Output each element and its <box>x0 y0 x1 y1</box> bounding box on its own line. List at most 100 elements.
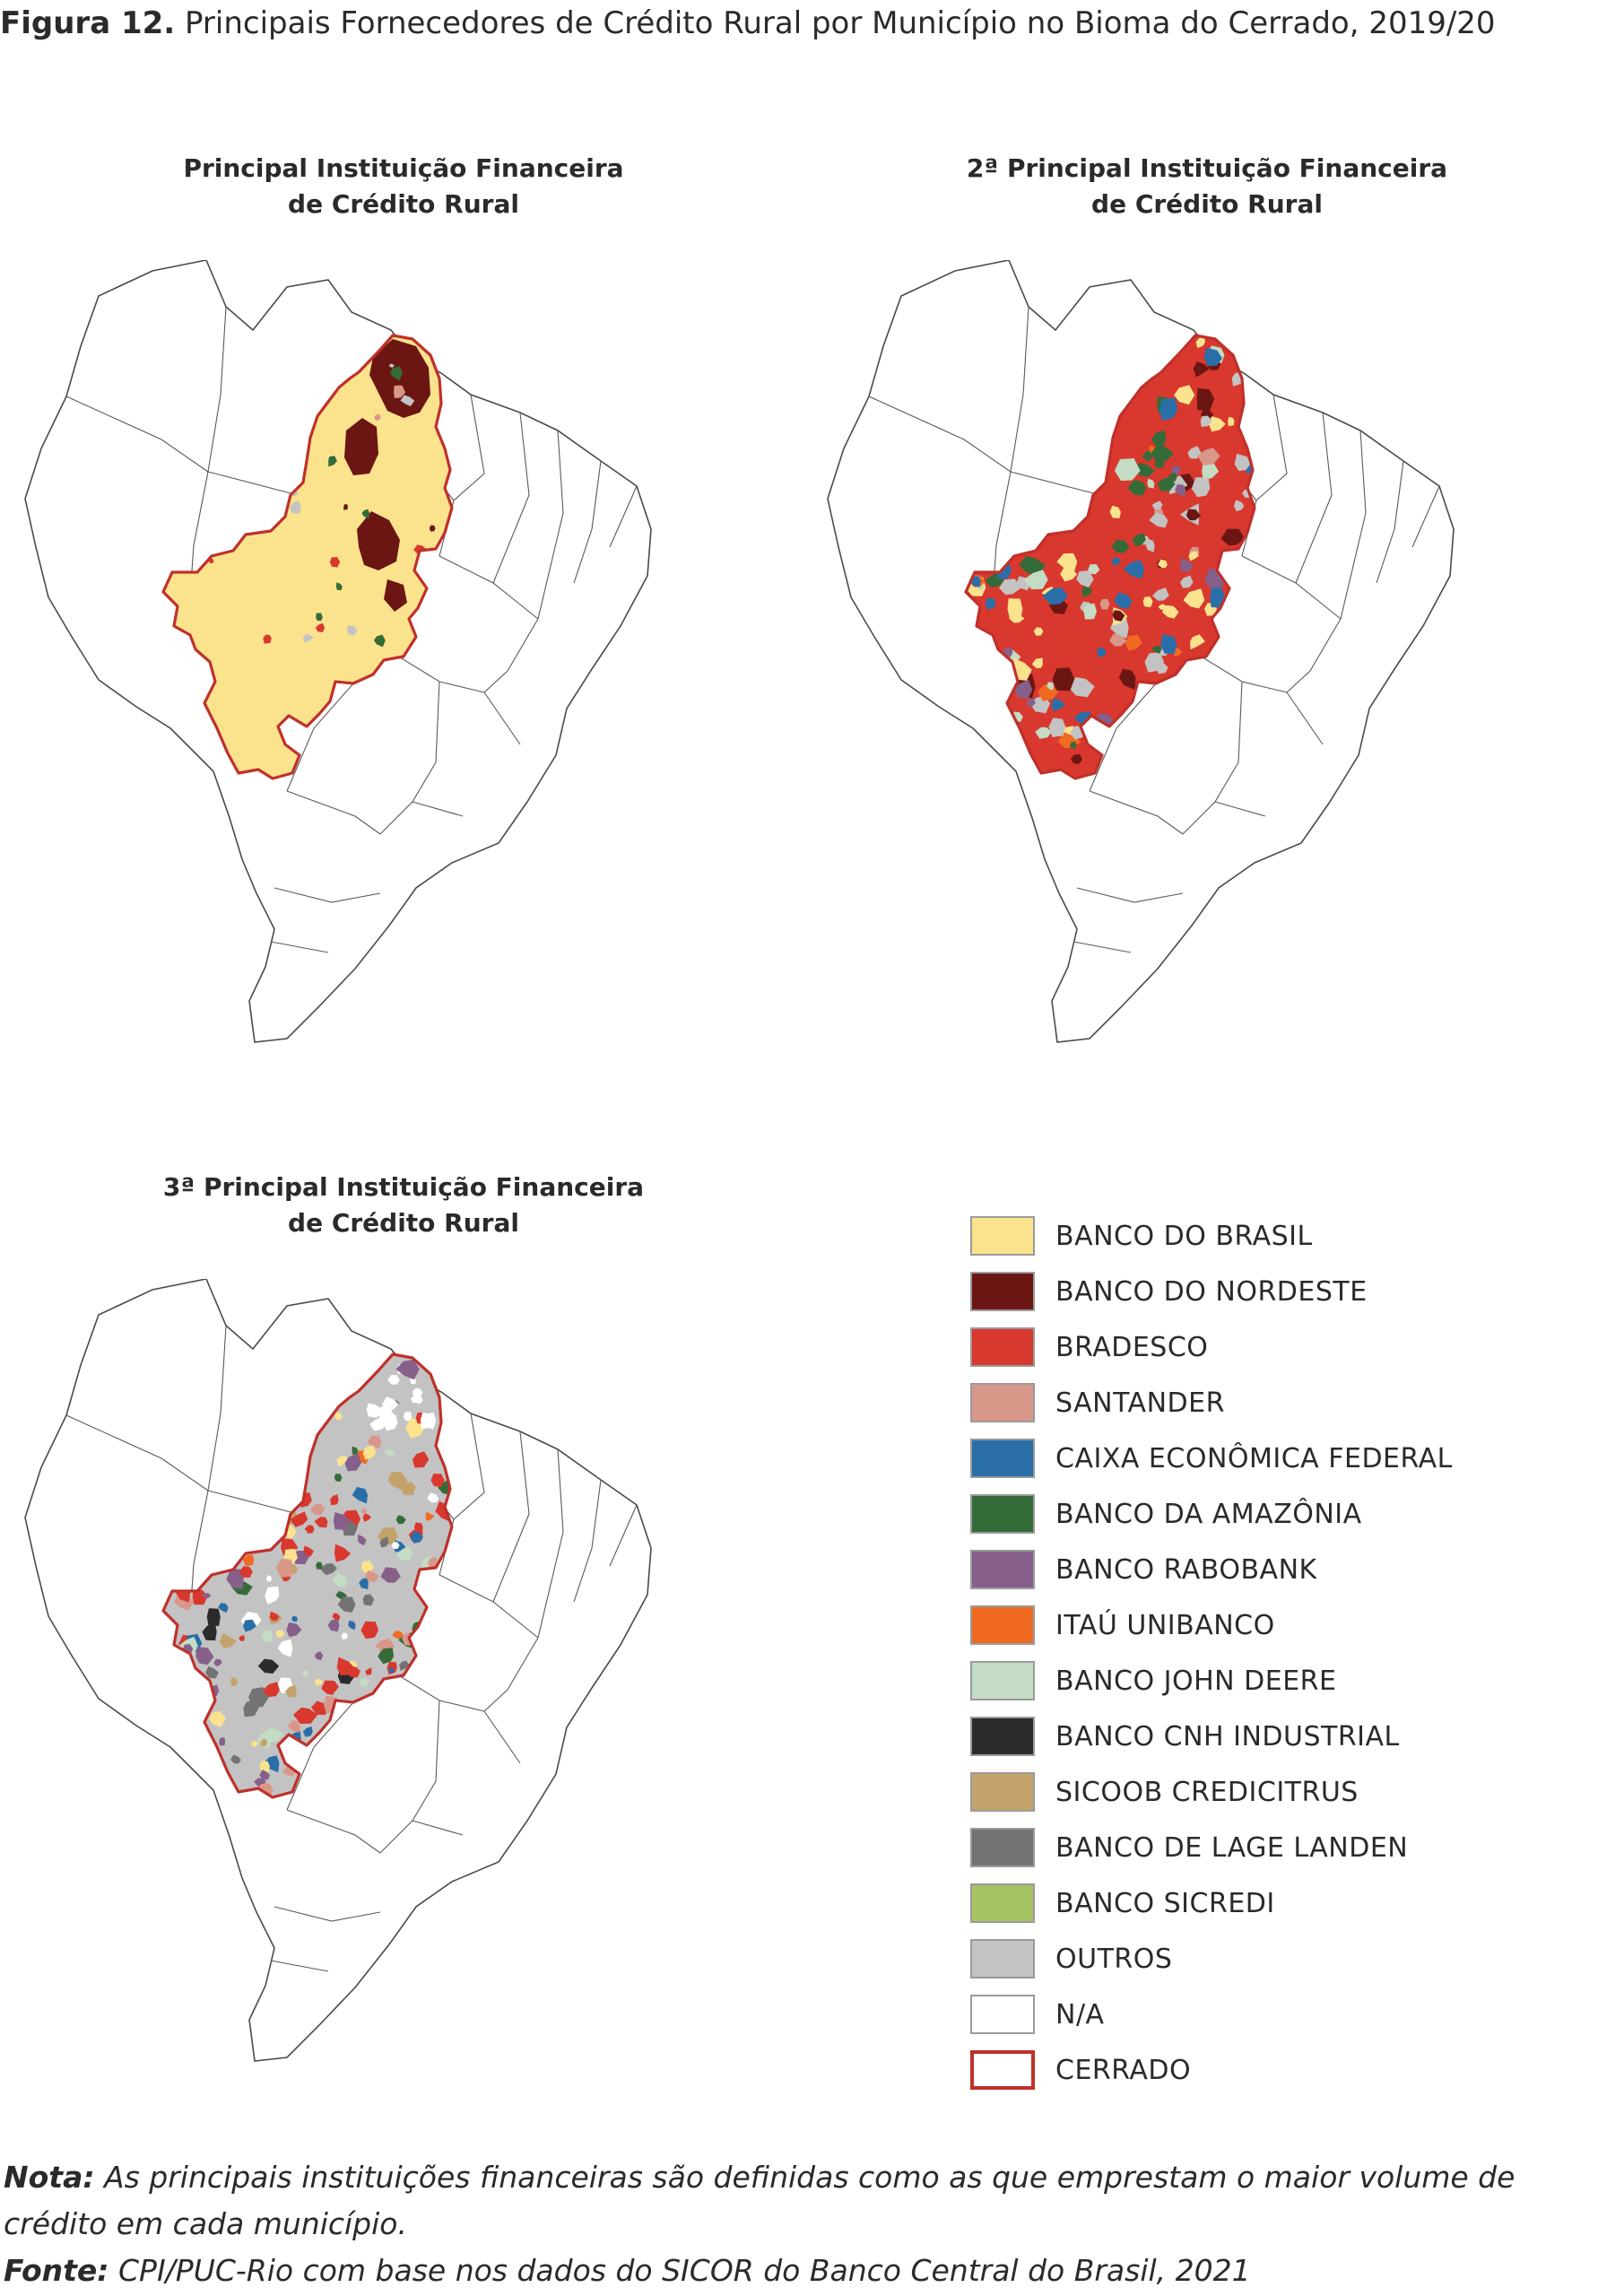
municipality-patch <box>362 1513 371 1522</box>
municipality-patch <box>230 1676 239 1687</box>
municipality-patch <box>400 395 415 406</box>
state-border-16 <box>286 681 356 792</box>
legend-label: BANCO DA AMAZÔNIA <box>1055 1499 1362 1530</box>
legend-item-banco-do-brasil: BANCO DO BRASIL <box>970 1214 1562 1259</box>
legend-label: BANCO DO BRASIL <box>1055 1221 1313 1252</box>
municipality-patch <box>242 1554 255 1566</box>
panel-2-title: 2ª Principal Instituição Financeira de C… <box>938 151 1476 222</box>
municipality-patch <box>359 1578 369 1590</box>
figure-label: Figura 12. <box>0 5 176 41</box>
municipality-patch <box>395 1546 413 1561</box>
municipality-patch <box>334 1411 343 1420</box>
legend-item-outros: OUTROS <box>970 1937 1562 1982</box>
municipality-patch <box>1088 564 1100 575</box>
municipality-patch <box>1023 570 1048 590</box>
municipality-patch <box>1151 645 1162 654</box>
municipality-patch <box>380 1567 401 1583</box>
panel-1-title: Principal Instituição Financeira de Créd… <box>135 151 673 222</box>
municipality-patch <box>274 1630 285 1638</box>
legend-label: BANCO CNH INDUSTRIAL <box>1055 1721 1400 1752</box>
state-border-21 <box>274 887 381 903</box>
panel-2-title-line2: de Crédito Rural <box>1091 189 1323 219</box>
municipality-patch <box>1203 347 1222 366</box>
panel-3-title: 3ª Principal Instituição Financeira de C… <box>135 1170 673 1241</box>
municipality-patch <box>1099 598 1110 610</box>
legend-label: CERRADO <box>1055 2055 1192 2086</box>
municipality-patch <box>1056 552 1078 572</box>
municipality-patch <box>250 1740 258 1747</box>
municipality-patch <box>1123 560 1144 579</box>
municipality-patch <box>257 1658 280 1674</box>
municipality-patch <box>1233 500 1245 512</box>
municipality-patch <box>362 1594 375 1606</box>
state-border-9 <box>537 430 564 620</box>
municipality-patch <box>388 363 395 368</box>
municipality-patch <box>1179 575 1194 588</box>
municipality-patch <box>1114 458 1141 482</box>
municipality-patch <box>329 557 341 568</box>
panel-3-title-line1: 3ª Principal Instituição Financeira <box>162 1172 645 1202</box>
legend-swatch <box>970 1216 1035 1256</box>
state-border-20 <box>286 1809 381 1854</box>
legend-swatch <box>970 1494 1035 1534</box>
state-border-1 <box>1010 306 1101 496</box>
state-border-17 <box>379 681 440 835</box>
municipality-patch <box>1155 661 1168 674</box>
municipality-patch <box>1133 462 1155 477</box>
state-border-20 <box>286 790 381 835</box>
state-border-21 <box>1076 887 1184 903</box>
state-border-10 <box>573 1479 602 1603</box>
panel-1-title-line2: de Crédito Rural <box>288 189 519 219</box>
municipality-patch <box>341 1632 348 1640</box>
state-border-18 <box>483 691 521 745</box>
state-border-8 <box>492 1431 530 1603</box>
municipality-patch <box>378 1648 395 1665</box>
municipality-patch <box>218 1603 229 1613</box>
municipality-patch <box>335 582 343 591</box>
municipality-patch <box>390 366 403 381</box>
municipality-patch <box>1228 416 1235 427</box>
map-panel-1 <box>24 260 652 1043</box>
banco-do-nordeste-patch-2 <box>344 418 378 475</box>
municipality-patch <box>269 1611 280 1622</box>
state-border-7 <box>453 1413 485 1520</box>
municipality-patch <box>1125 635 1142 651</box>
legend-swatch <box>970 1995 1035 2034</box>
legend-swatch <box>970 2050 1035 2090</box>
municipality-patch <box>1160 633 1177 654</box>
municipality-patch <box>290 1511 308 1527</box>
panel-2-title-line1: 2ª Principal Instituição Financeira <box>966 153 1448 183</box>
municipality-patch <box>1109 505 1121 518</box>
panel-3-title-line2: de Crédito Rural <box>288 1208 519 1238</box>
municipality-patch <box>360 1561 374 1574</box>
municipality-patch <box>1210 587 1225 608</box>
map-panel-3 <box>24 1279 652 2062</box>
municipality-patch <box>1159 397 1178 422</box>
municipality-patches <box>966 335 1255 764</box>
legend-item-itau-unibanco: ITAÚ UNIBANCO <box>970 1604 1562 1648</box>
municipality-patch <box>262 1682 280 1698</box>
municipality-patch <box>202 1623 217 1641</box>
municipality-patch <box>302 634 314 642</box>
municipality-patch <box>1196 387 1215 411</box>
municipality-patch <box>332 1613 341 1621</box>
municipality-patch <box>1175 483 1186 497</box>
state-border-10 <box>1376 460 1404 584</box>
legend-item-sicoob-credicitrus: SICOOB CREDICITRUS <box>970 1770 1562 1815</box>
municipality-patch <box>391 1542 400 1549</box>
legend-label: SANTANDER <box>1055 1387 1225 1419</box>
state-border-16 <box>1089 681 1159 792</box>
state-border-1 <box>207 1325 299 1515</box>
municipality-patch <box>395 1359 420 1380</box>
state-border-20 <box>1089 790 1184 835</box>
municipality-patch <box>1033 627 1044 637</box>
state-border-4 <box>868 396 1012 473</box>
municipality-patch <box>202 1593 212 1598</box>
municipality-patch <box>287 1720 300 1733</box>
municipality-patch <box>1234 453 1251 472</box>
municipality-patch <box>387 1374 400 1385</box>
banco-do-nordeste-patch-4 <box>384 579 407 612</box>
municipality-patch <box>1052 667 1075 691</box>
municipality-patch <box>263 1755 280 1773</box>
municipality-patch <box>387 1472 408 1490</box>
